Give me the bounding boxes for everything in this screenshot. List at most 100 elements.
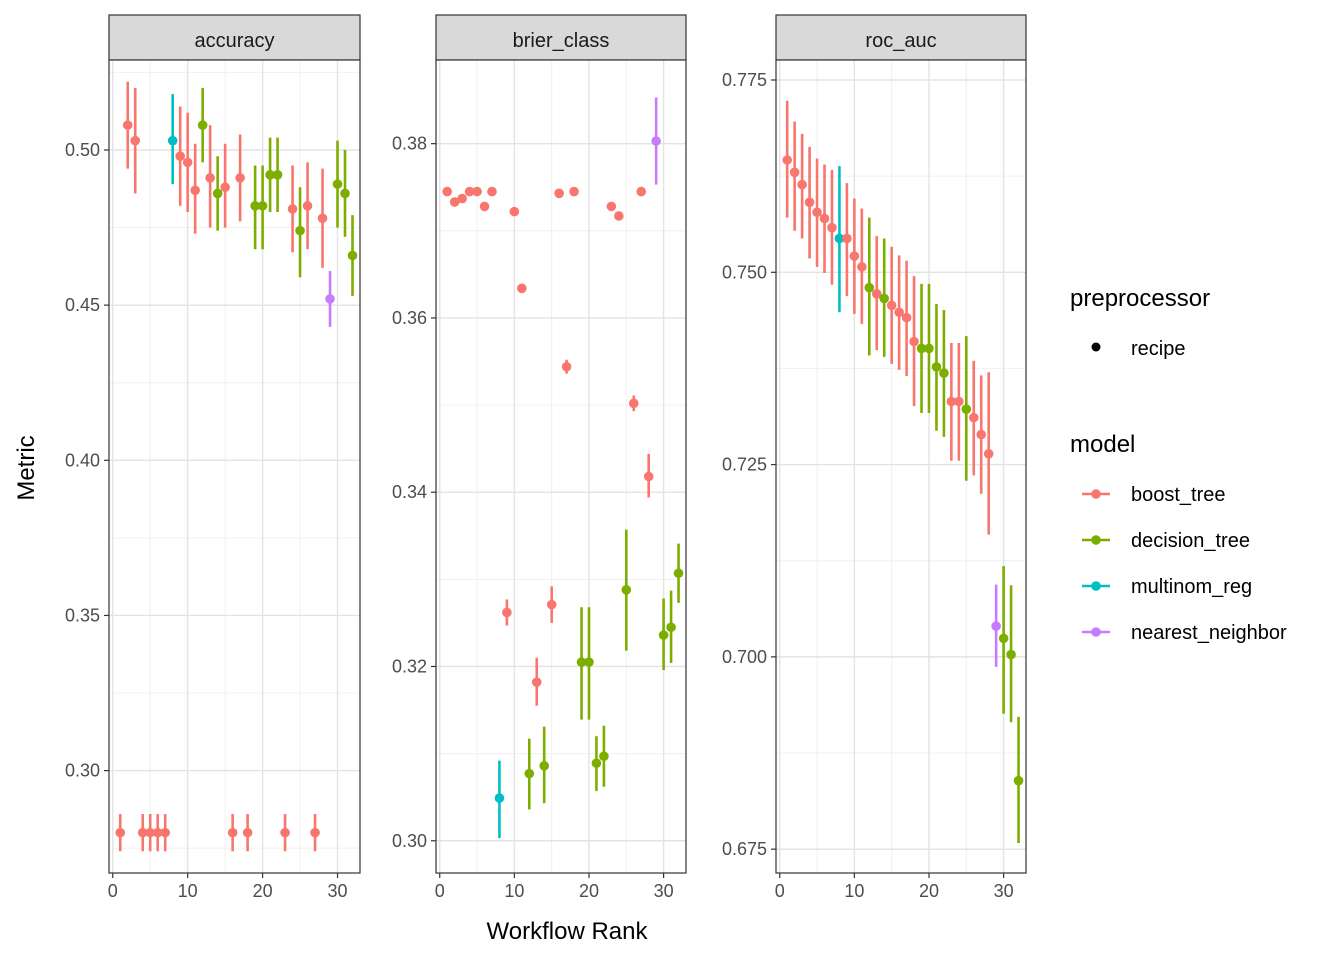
panel-border — [108, 59, 361, 874]
point-boost-tree — [442, 186, 452, 197]
point-decision-tree — [347, 250, 358, 261]
legend-key-point-decision-tree — [1091, 535, 1101, 545]
y-tick-label: 0.700 — [722, 647, 767, 667]
point-decision-tree — [924, 343, 934, 354]
axes-roc-auc: 0 10 20 30 0.675 0.700 0.725 0.750 0.775 — [722, 70, 1014, 901]
point-boost-tree — [976, 429, 987, 440]
legend-key-point-nearest-neighbor — [1091, 627, 1101, 637]
point-multinom-reg — [494, 793, 505, 803]
point-boost-tree — [789, 167, 800, 178]
legend-title-preprocessor: preprocessor — [1070, 285, 1210, 312]
legend-label-nearest-neighbor: nearest_neighbor — [1131, 622, 1287, 644]
point-decision-tree — [673, 568, 684, 579]
point-decision-tree — [524, 768, 535, 779]
point-multinom-reg — [167, 135, 178, 146]
point-decision-tree — [658, 630, 669, 640]
y-tick-label: 0.50 — [65, 140, 100, 160]
point-boost-tree — [628, 398, 639, 409]
point-decision-tree — [539, 761, 550, 771]
point-decision-tree — [584, 657, 594, 667]
marks-roc-auc — [782, 100, 1024, 844]
point-decision-tree — [197, 120, 208, 130]
point-boost-tree — [122, 120, 133, 130]
legend-label-decision-tree: decision_tree — [1131, 530, 1250, 552]
point-boost-tree — [909, 336, 919, 347]
point-nearest-neighbor — [325, 294, 335, 304]
legend-model-items: boost_tree decision_tree multinom_regneare… — [1082, 484, 1287, 644]
point-boost-tree — [606, 201, 617, 212]
y-tick-label: 0.725 — [722, 455, 767, 475]
point-boost-tree — [643, 471, 654, 482]
point-boost-tree — [472, 186, 482, 197]
point-decision-tree — [666, 622, 676, 633]
point-boost-tree — [449, 197, 460, 207]
point-decision-tree — [1006, 649, 1016, 660]
x-tick-label: 10 — [504, 881, 524, 901]
point-multinom-reg — [834, 233, 845, 244]
point-decision-tree — [864, 282, 875, 293]
point-boost-tree — [175, 151, 185, 161]
point-boost-tree — [457, 193, 467, 204]
legend-title-model: model — [1070, 431, 1135, 458]
point-boost-tree — [479, 201, 490, 212]
point-boost-tree — [968, 412, 979, 423]
y-tick-label: 0.750 — [722, 262, 767, 282]
point-decision-tree — [998, 633, 1009, 644]
point-boost-tree — [130, 135, 141, 146]
strip-roc-auc — [775, 14, 1027, 61]
legend-key-point-multinom-reg — [1091, 581, 1101, 591]
legend-key-recipe — [1091, 342, 1101, 352]
point-boost-tree — [819, 213, 830, 224]
point-boost-tree — [554, 188, 564, 199]
legend-key-point-boost-tree — [1091, 489, 1101, 499]
point-boost-tree — [287, 204, 298, 214]
x-tick-label: 0 — [435, 881, 445, 901]
panel-border — [435, 59, 687, 874]
point-boost-tree — [871, 289, 882, 299]
point-boost-tree — [812, 207, 822, 218]
point-boost-tree — [317, 213, 328, 224]
point-boost-tree — [561, 361, 572, 372]
point-boost-tree — [797, 179, 807, 190]
point-boost-tree — [569, 186, 579, 197]
point-decision-tree — [332, 179, 343, 189]
marks-accuracy — [115, 81, 358, 852]
point-decision-tree — [250, 201, 260, 211]
legend-label-boost-tree: boost_tree — [1131, 484, 1226, 506]
point-decision-tree — [340, 188, 350, 199]
point-boost-tree — [220, 182, 230, 193]
point-decision-tree — [265, 170, 275, 180]
legend-label-multinom-reg: multinom_reg — [1131, 576, 1252, 598]
y-tick-label: 0.675 — [722, 839, 767, 859]
axes-accuracy: 0 10 20 30 0.30 0.35 0.40 0.45 0.50 — [65, 140, 348, 901]
point-boost-tree — [546, 599, 557, 610]
point-boost-tree — [182, 157, 193, 168]
point-decision-tree — [1013, 775, 1024, 786]
y-tick-label: 0.30 — [392, 831, 427, 851]
point-boost-tree — [242, 827, 253, 838]
point-decision-tree — [212, 188, 223, 199]
point-boost-tree — [160, 827, 170, 838]
point-decision-tree — [295, 225, 305, 236]
point-boost-tree — [954, 396, 964, 407]
point-boost-tree — [517, 283, 527, 294]
point-decision-tree — [599, 751, 609, 762]
panel-accuracy: accuracy 0 10 20 30 0.30 0.35 0.40 0.45 0.50 — [65, 14, 361, 901]
y-tick-label: 0.45 — [65, 295, 100, 315]
point-boost-tree — [827, 222, 837, 233]
y-tick-label: 0.30 — [65, 761, 100, 781]
point-boost-tree — [804, 197, 815, 208]
point-boost-tree — [280, 827, 290, 838]
strip-label-roc-auc: roc_auc — [865, 30, 936, 52]
point-boost-tree — [205, 173, 215, 183]
point-boost-tree — [502, 607, 512, 618]
point-decision-tree — [257, 201, 268, 211]
point-decision-tree — [931, 362, 942, 372]
point-boost-tree — [901, 312, 912, 323]
y-tick-label: 0.38 — [392, 134, 427, 154]
point-boost-tree — [115, 827, 126, 838]
gridlines-roc-auc — [776, 60, 1026, 873]
x-tick-label: 10 — [844, 881, 864, 901]
x-tick-label: 20 — [919, 881, 939, 901]
